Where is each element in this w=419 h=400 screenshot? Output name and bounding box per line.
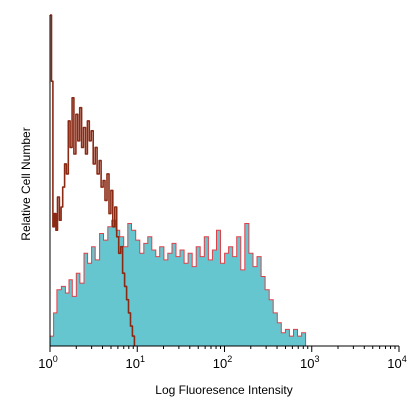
ticks-layer: 100 101 102 103 104 xyxy=(38,346,407,371)
x-tick-label-4: 104 xyxy=(387,354,406,371)
series-1-area xyxy=(50,220,306,346)
x-tick-label-1: 101 xyxy=(126,354,145,371)
x-axis-label: Log Fluoresence Intensity xyxy=(155,383,292,397)
series-2-line xyxy=(50,14,136,346)
series-1-edge xyxy=(50,219,307,346)
y-axis-label: Relative Cell Number xyxy=(19,127,33,240)
x-tick-label-3: 103 xyxy=(300,354,319,371)
x-tick-label-0: 100 xyxy=(38,354,57,371)
x-tick-label-2: 102 xyxy=(213,354,232,371)
series-layer xyxy=(50,14,307,346)
